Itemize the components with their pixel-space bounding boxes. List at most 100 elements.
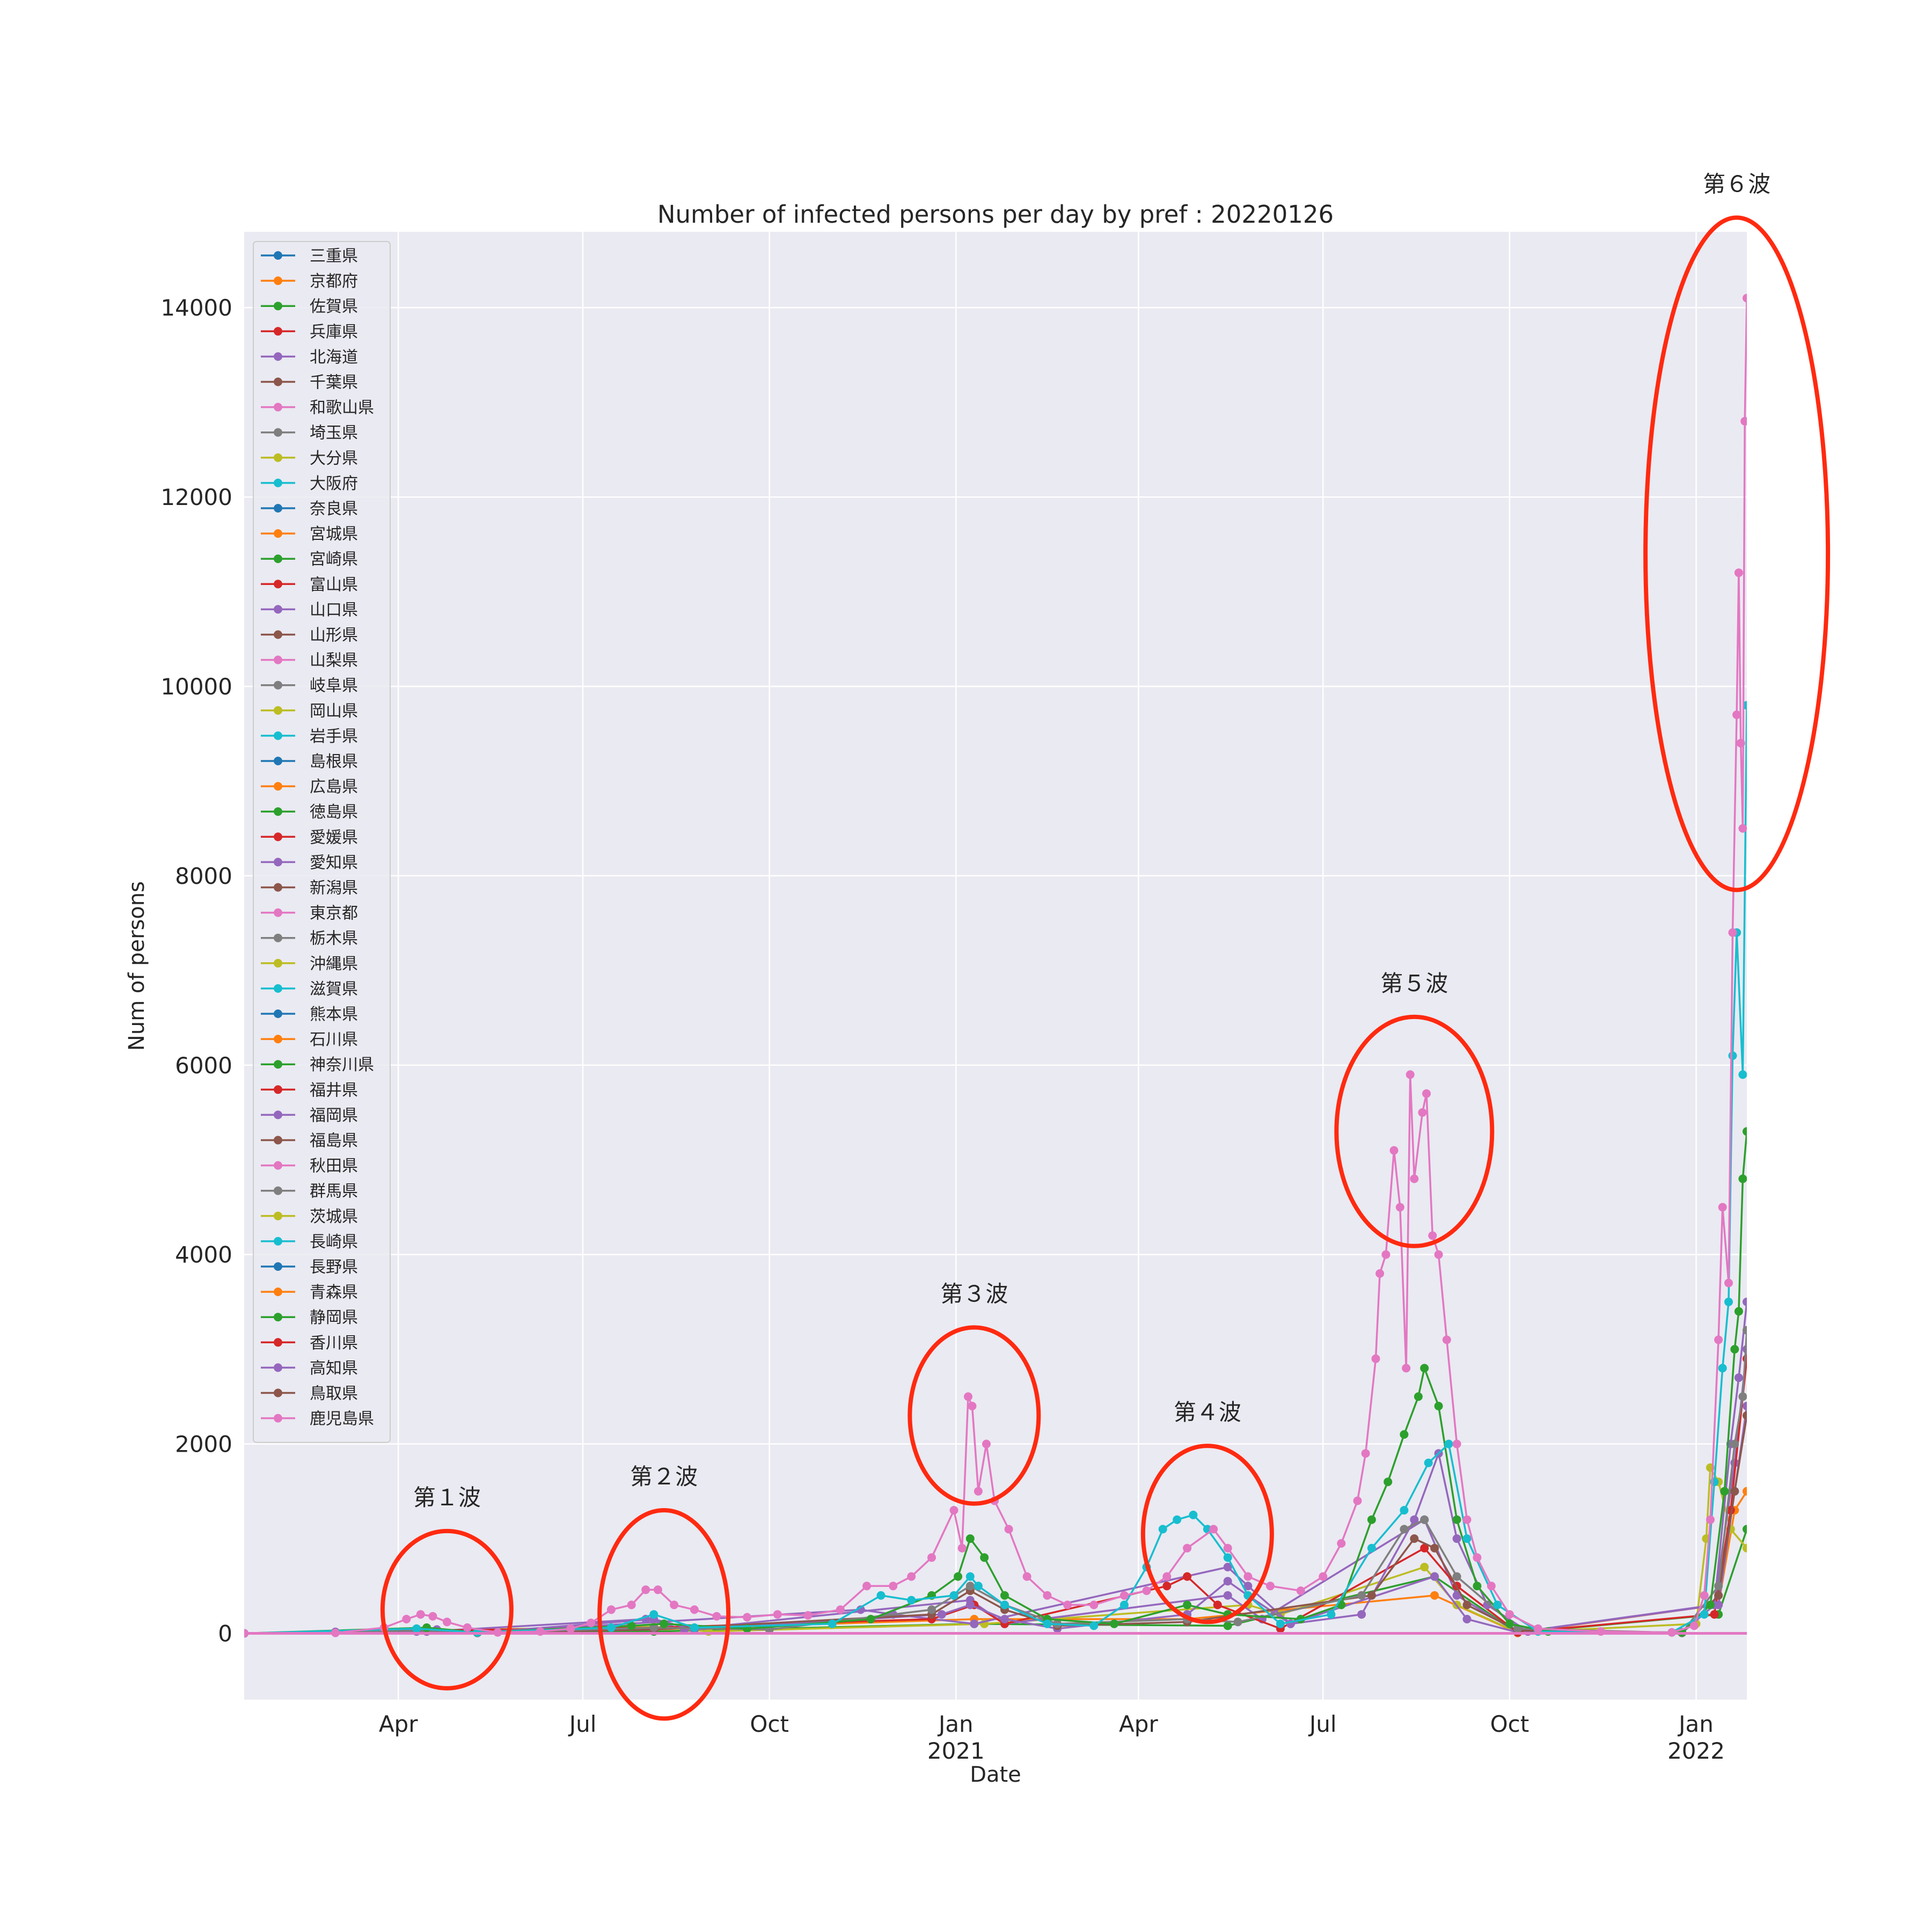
data-point [1734,1373,1743,1382]
data-point [1375,1269,1385,1278]
y-tick-label: 14000 [160,295,232,321]
legend-swatch-marker [274,352,282,361]
data-point [1734,1307,1743,1316]
data-point [1243,1572,1253,1581]
wave-label: 第６波 [1703,171,1770,197]
data-point [836,1605,845,1614]
data-point [1434,1250,1443,1259]
data-point [1384,1477,1393,1487]
data-point [1110,1619,1119,1628]
wave-label: 第４波 [1174,1399,1241,1425]
legend-item: 福岡県 [261,1106,358,1125]
data-point [957,1543,967,1553]
legend-label: 三重県 [310,247,358,266]
data-point [1410,1174,1419,1183]
data-point [1728,928,1737,937]
legend-item: 神奈川県 [261,1056,374,1074]
data-point [1213,1600,1222,1609]
legend-item: 愛知県 [261,853,358,872]
series-大阪府 [244,701,1747,1638]
legend-item: 和歌山県 [261,399,374,418]
data-point [1736,738,1745,748]
data-point [982,1439,991,1448]
data-point [1743,1345,1747,1354]
data-point [1319,1572,1328,1581]
x-axis-label: Date [970,1762,1021,1787]
legend-item: 東京都 [261,904,358,923]
data-point [1462,1515,1472,1524]
data-point [1189,1510,1198,1519]
data-point [1706,1515,1715,1524]
legend-item: 京都府 [261,272,358,291]
data-point [1400,1506,1409,1515]
legend-label: 山梨県 [310,652,358,670]
data-point [1452,1534,1461,1543]
data-point [949,1506,958,1515]
data-point [641,1585,650,1594]
data-point [1714,1591,1723,1600]
data-point [1743,1354,1747,1363]
series-layer [244,294,1747,1638]
legend-swatch-marker [274,1186,282,1195]
data-point [1381,1250,1391,1259]
legend-item: 徳島県 [261,803,358,822]
legend-box [253,241,391,1443]
data-point [974,1582,983,1591]
legend-label: 山口県 [310,601,358,619]
data-point [1730,1487,1739,1496]
legend-label: 広島県 [310,778,358,796]
legend-label: 北海道 [310,348,358,367]
legend-label: 新潟県 [310,879,358,898]
x-tick-label: Jul [568,1711,597,1737]
data-point [587,1619,596,1628]
data-point [1367,1543,1376,1553]
data-point [653,1585,662,1594]
legend-item: 岡山県 [261,702,358,721]
legend-item: 新潟県 [261,879,358,898]
legend-label: 高知県 [310,1359,358,1378]
data-point [428,1612,437,1621]
legend-item: 岐阜県 [261,677,358,696]
data-point [1223,1621,1232,1630]
data-point [1223,1563,1232,1571]
legend-swatch-marker [274,1363,282,1372]
legend-item: 宮城県 [261,525,358,544]
data-point [1089,1600,1099,1609]
legend-item: 秋田県 [261,1157,358,1176]
data-point [1732,710,1741,719]
data-point [1402,1364,1411,1373]
legend-item: 香川県 [261,1334,358,1352]
data-point [670,1600,679,1609]
data-point [1371,1354,1380,1363]
legend-item: 三重県 [261,247,358,266]
data-point [1730,1439,1739,1448]
data-point [1410,1534,1419,1543]
data-point [1734,568,1743,577]
legend-swatch-marker [274,428,282,437]
legend-swatch-marker [274,377,282,386]
legend-item: 青森県 [261,1283,358,1302]
legend-label: 千葉県 [310,374,358,392]
legend-item: 愛媛県 [261,828,358,847]
data-point [1740,416,1747,426]
data-point [968,1402,977,1410]
data-point [416,1610,425,1619]
data-point [1420,1563,1429,1571]
data-point [1142,1586,1151,1596]
legend-item: 広島県 [261,778,358,796]
legend-swatch-marker [274,1338,282,1347]
data-point [1700,1610,1709,1619]
legend-swatch-marker [274,1085,282,1094]
data-point [1487,1582,1496,1591]
legend-item: 山口県 [261,601,358,619]
legend-item: 兵庫県 [261,323,358,341]
data-point [1428,1231,1437,1240]
legend-swatch-marker [274,757,282,765]
data-point [1505,1619,1514,1628]
legend-swatch-marker [274,1009,282,1018]
data-point [1183,1600,1192,1609]
data-point [1004,1525,1013,1534]
legend-item: 栃木県 [261,930,358,948]
legend-swatch-marker [274,580,282,589]
data-point [1422,1089,1431,1098]
